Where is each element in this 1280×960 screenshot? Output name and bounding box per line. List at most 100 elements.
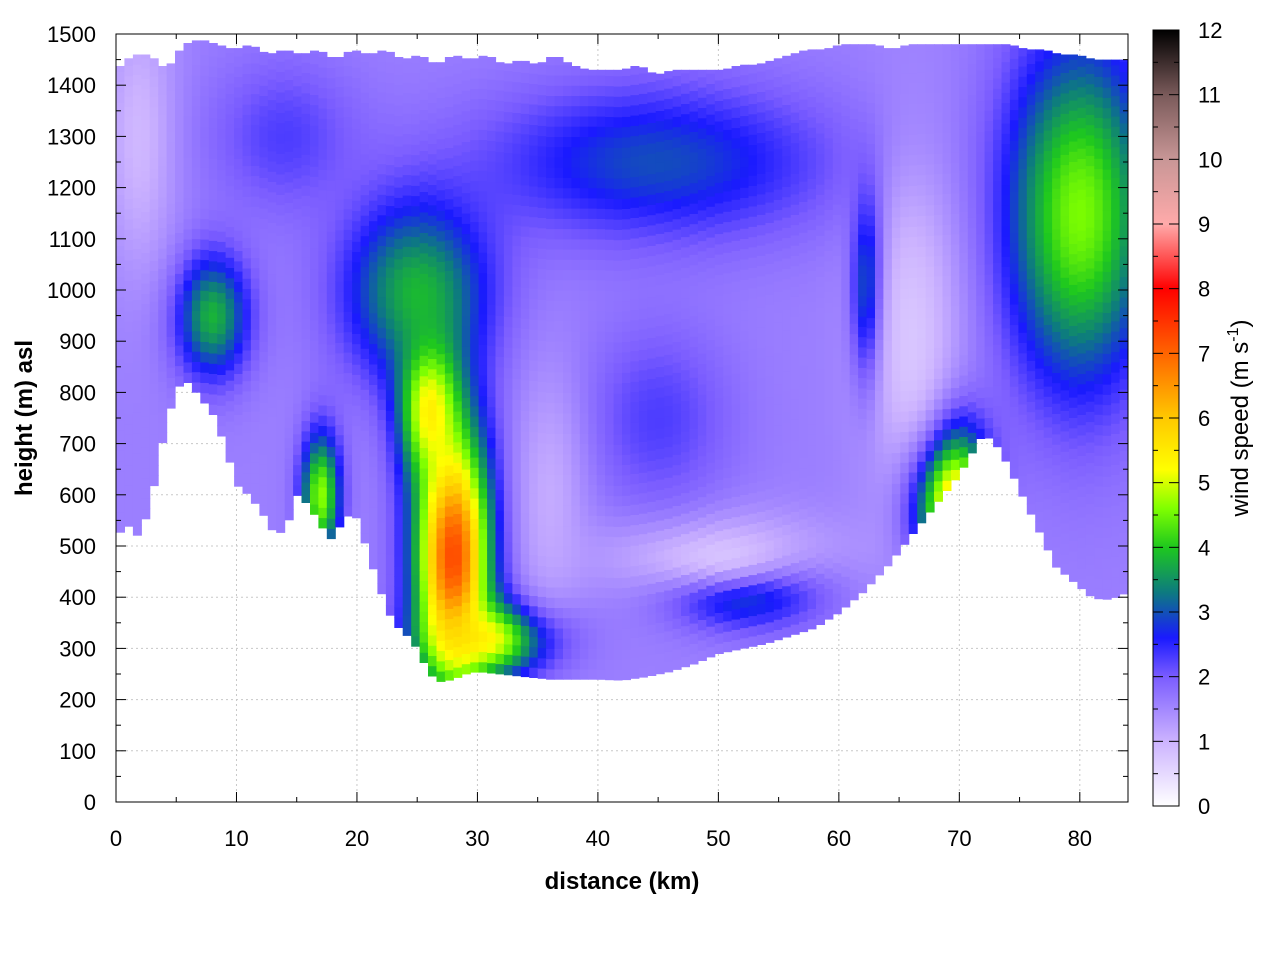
field-cell bbox=[428, 297, 437, 308]
field-cell bbox=[326, 292, 336, 304]
field-cell bbox=[234, 199, 244, 211]
field-cell bbox=[529, 626, 539, 637]
field-cell bbox=[773, 291, 783, 303]
field-cell bbox=[647, 255, 657, 267]
field-cell bbox=[731, 619, 741, 630]
field-cell bbox=[158, 217, 168, 229]
field-cell bbox=[773, 506, 783, 518]
field-cell bbox=[613, 229, 623, 241]
field-cell bbox=[647, 593, 657, 605]
field-cell bbox=[824, 475, 834, 487]
field-cell bbox=[681, 451, 690, 463]
field-cell bbox=[824, 240, 834, 251]
field-cell bbox=[723, 457, 733, 468]
field-cell bbox=[444, 209, 454, 220]
field-cell bbox=[554, 269, 564, 281]
field-cell bbox=[630, 299, 640, 311]
field-cell bbox=[520, 635, 530, 647]
field-cell bbox=[520, 492, 530, 503]
field-cell bbox=[807, 598, 817, 609]
field-cell bbox=[866, 491, 876, 503]
field-cell bbox=[841, 371, 851, 383]
field-cell bbox=[546, 638, 556, 649]
field-cell bbox=[799, 283, 809, 295]
field-cell bbox=[714, 612, 724, 624]
field-cell bbox=[655, 366, 665, 378]
field-cell bbox=[326, 364, 336, 376]
field-cell bbox=[546, 627, 556, 639]
field-cell bbox=[849, 476, 859, 488]
field-cell bbox=[301, 461, 311, 473]
field-cell bbox=[731, 383, 741, 395]
field-cell bbox=[706, 257, 716, 269]
field-cell bbox=[503, 654, 513, 665]
field-cell bbox=[571, 310, 581, 322]
field-cell bbox=[132, 176, 142, 188]
field-cell bbox=[124, 259, 134, 271]
field-cell bbox=[832, 71, 842, 82]
field-cell bbox=[250, 329, 260, 340]
field-cell bbox=[461, 131, 471, 142]
field-cell bbox=[622, 372, 631, 384]
field-cell bbox=[242, 63, 252, 74]
field-cell bbox=[141, 262, 151, 274]
field-cell bbox=[259, 249, 269, 260]
field-cell bbox=[756, 572, 766, 584]
field-cell bbox=[183, 95, 193, 107]
field-cell bbox=[318, 51, 328, 58]
field-cell bbox=[824, 250, 834, 262]
field-cell bbox=[816, 368, 825, 380]
field-cell bbox=[613, 106, 623, 118]
field-cell bbox=[411, 113, 421, 125]
field-cell bbox=[512, 276, 522, 287]
field-cell bbox=[402, 420, 412, 432]
field-cell bbox=[318, 67, 328, 78]
field-cell bbox=[318, 374, 328, 385]
field-cell bbox=[225, 175, 235, 187]
field-cell bbox=[706, 554, 716, 566]
field-cell bbox=[335, 516, 345, 528]
field-cell bbox=[672, 351, 682, 363]
field-cell bbox=[799, 324, 809, 336]
field-cell bbox=[782, 84, 792, 95]
field-cell bbox=[891, 421, 901, 433]
field-cell bbox=[756, 368, 766, 379]
field-cell bbox=[630, 66, 640, 75]
field-cell bbox=[900, 329, 910, 340]
field-cell bbox=[217, 46, 227, 58]
field-cell bbox=[402, 481, 412, 493]
field-cell bbox=[141, 354, 151, 366]
field-cell bbox=[681, 390, 690, 401]
field-cell bbox=[883, 74, 893, 85]
field-cell bbox=[461, 325, 471, 337]
field-cell bbox=[655, 171, 665, 183]
field-cell bbox=[740, 545, 750, 557]
field-cell bbox=[883, 94, 893, 106]
field-cell bbox=[697, 404, 707, 416]
field-cell bbox=[116, 511, 125, 523]
field-cell bbox=[402, 154, 412, 165]
field-cell bbox=[250, 482, 260, 494]
field-cell bbox=[512, 644, 522, 656]
field-cell bbox=[613, 424, 623, 435]
field-cell bbox=[394, 350, 404, 362]
field-cell bbox=[765, 181, 775, 193]
field-cell bbox=[740, 576, 750, 588]
field-cell bbox=[537, 432, 547, 444]
field-cell bbox=[588, 249, 598, 260]
field-cell bbox=[293, 311, 303, 322]
field-cell bbox=[647, 378, 657, 390]
field-cell bbox=[470, 620, 480, 632]
field-cell bbox=[655, 540, 665, 552]
field-cell bbox=[748, 328, 758, 340]
field-cell bbox=[858, 510, 868, 522]
field-cell bbox=[554, 156, 564, 168]
field-cell bbox=[394, 504, 404, 516]
field-cell bbox=[512, 286, 522, 298]
field-cell bbox=[571, 587, 581, 598]
field-cell bbox=[520, 420, 530, 432]
field-cell bbox=[487, 437, 497, 449]
field-cell bbox=[436, 302, 446, 314]
field-cell bbox=[444, 260, 454, 271]
field-cell bbox=[579, 658, 589, 670]
